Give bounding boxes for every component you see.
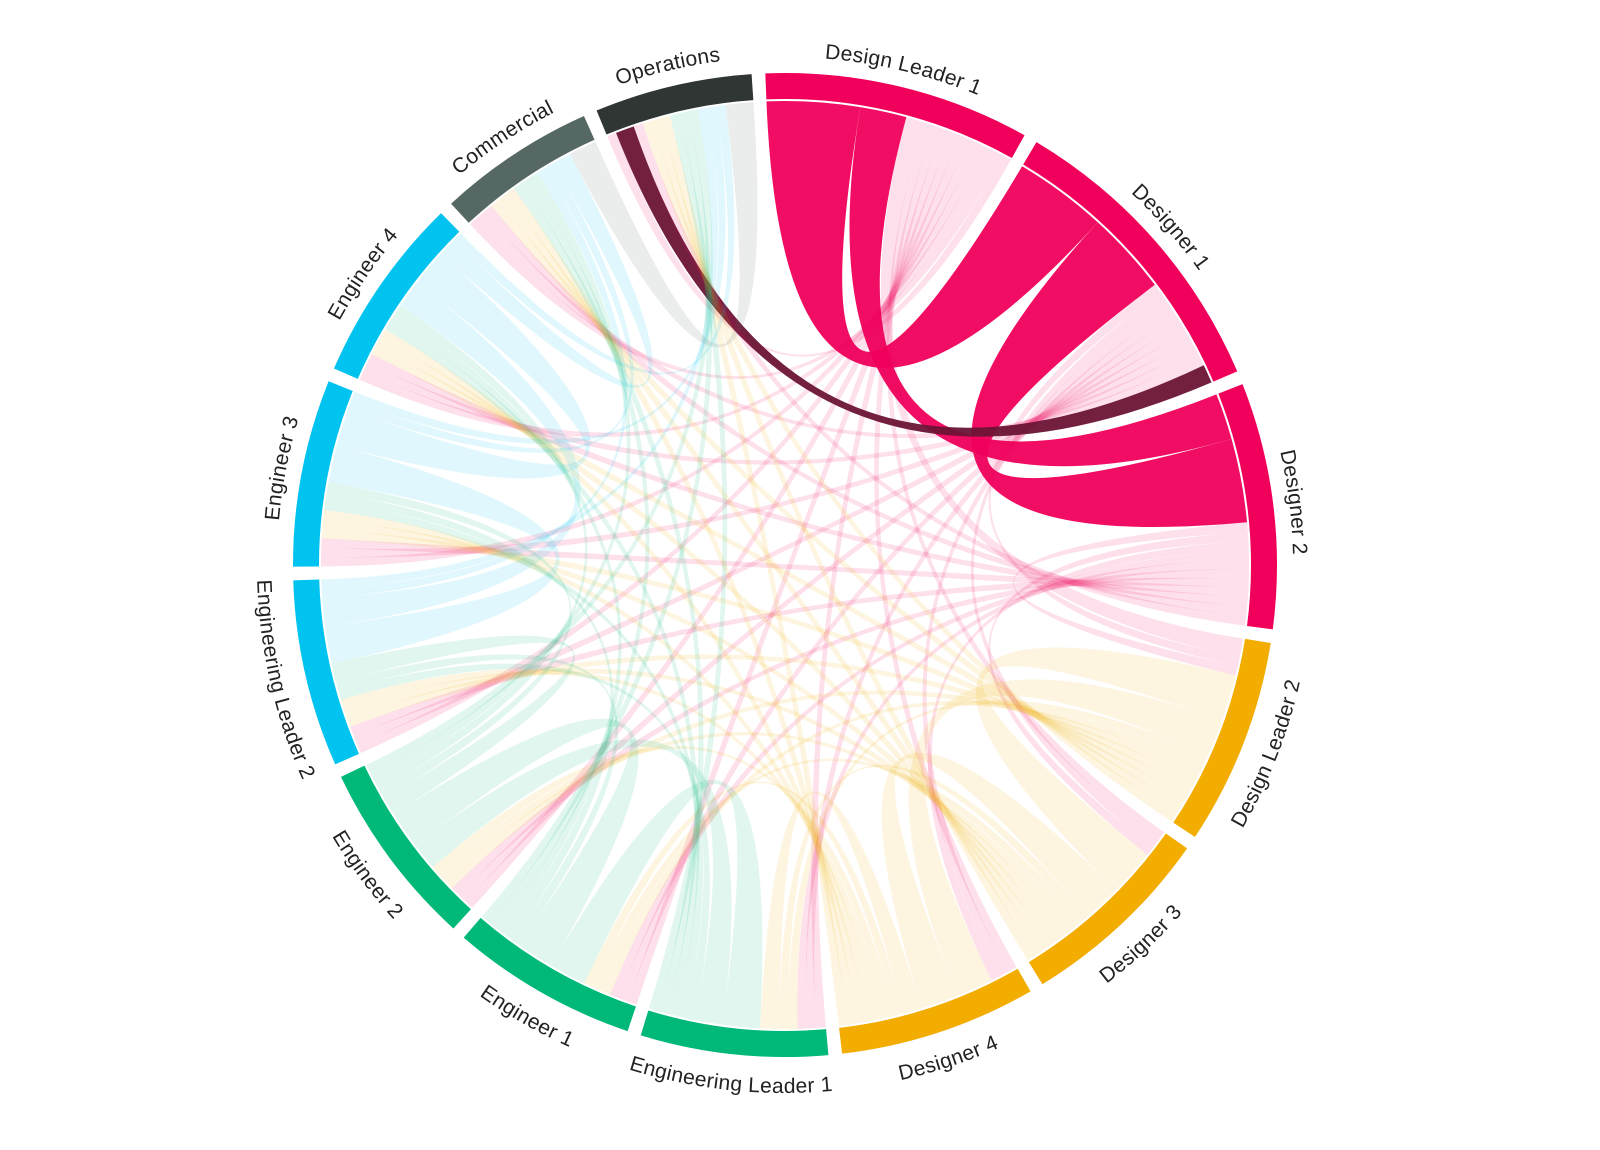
group-label-designer-2: Designer 2 — [1275, 448, 1311, 556]
ribbon-engineer-2-engineer-4[interactable] — [374, 305, 588, 790]
ribbon-designer-1-designer-2[interactable] — [971, 222, 1248, 528]
group-arc-engineer-4[interactable] — [333, 213, 460, 379]
ribbon-designer-4-engineering-leader-1[interactable] — [760, 791, 922, 1029]
ribbon-designer-2-design-leader-2[interactable] — [1013, 522, 1248, 676]
group-arc-designer-2[interactable] — [1218, 384, 1277, 630]
group-label-engineering-leader-1: Engineering Leader 1 — [627, 1052, 833, 1098]
ribbon-engineering-leader-1-engineer-2[interactable] — [415, 739, 732, 1025]
ribbon-engineer-1-engineer-2[interactable] — [393, 718, 639, 966]
group-arc-designer-3[interactable] — [1028, 833, 1188, 985]
ribbon-designer-1-engineering-leader-2[interactable] — [353, 331, 1191, 745]
group-arc-designer-1[interactable] — [1023, 142, 1238, 382]
ribbon-engineer-3-engineer-4[interactable] — [336, 253, 591, 479]
ribbon-engineer-4-commercial[interactable] — [441, 153, 653, 388]
ribbon-engineer-3-operations[interactable] — [351, 106, 726, 444]
ribbon-designer-3-engineering-leader-2[interactable] — [343, 668, 1067, 940]
ribbon-design-leader-1-designer-2[interactable] — [849, 107, 1232, 467]
group-arc-designer-4[interactable] — [839, 968, 1031, 1054]
ribbon-engineer-1-engineer-4[interactable] — [390, 313, 622, 935]
group-arc-engineer-1[interactable] — [463, 917, 636, 1032]
ribbon-design-leader-1-engineer-1[interactable] — [627, 131, 960, 1005]
group-arc-engineering-leader-1[interactable] — [640, 1010, 829, 1057]
ribbons-layer — [321, 101, 1250, 1029]
ribbon-design-leader-2-designer-3[interactable] — [975, 647, 1236, 891]
ribbon-designer-4-operations[interactable] — [660, 115, 849, 1026]
ribbon-design-leader-2-engineer-4[interactable] — [371, 345, 1187, 806]
ribbon-engineering-leader-1-commercial[interactable] — [513, 183, 704, 1014]
ribbon-design-leader-2-designer-4[interactable] — [908, 679, 1223, 996]
group-arc-engineer-2[interactable] — [340, 765, 471, 929]
group-arc-engineer-3[interactable] — [292, 381, 353, 567]
ribbon-engineering-leader-2-engineer-3[interactable] — [325, 445, 560, 664]
ribbon-engineer-1-engineering-leader-2[interactable] — [335, 654, 619, 946]
ribbon-engineer-1-operations[interactable] — [481, 111, 713, 923]
ribbon-designer-1-design-leader-2[interactable] — [988, 284, 1240, 667]
ribbon-engineering-leader-1-engineer-1[interactable] — [550, 779, 763, 1029]
group-arc-engineering-leader-2[interactable] — [293, 579, 359, 765]
ribbon-design-leader-1-designer-1[interactable] — [766, 101, 1098, 368]
ribbon-designer-2-engineer-3[interactable] — [321, 538, 1249, 598]
group-arc-design-leader-2[interactable] — [1173, 638, 1271, 838]
ribbon-designer-2-engineering-leader-2[interactable] — [350, 577, 1249, 736]
ribbon-designer-3-commercial[interactable] — [498, 194, 1044, 956]
ribbon-designer-3-engineer-2[interactable] — [439, 731, 1075, 934]
group-arc-operations[interactable] — [596, 74, 754, 135]
ribbon-designer-1-operations[interactable] — [616, 126, 1212, 437]
group-arc-commercial[interactable] — [451, 115, 595, 223]
ribbon-commercial-operations[interactable] — [569, 102, 758, 348]
ribbon-design-leader-1-operations[interactable] — [607, 132, 1011, 357]
group-arc-design-leader-1[interactable] — [765, 73, 1025, 158]
group-arcs-layer — [292, 73, 1277, 1057]
ribbon-designer-3-designer-4[interactable] — [881, 752, 1117, 1009]
ribbon-design-leader-1-design-leader-2[interactable] — [880, 117, 1244, 658]
ribbon-designer-2-engineer-1[interactable] — [610, 559, 1250, 999]
ribbon-engineer-2-commercial[interactable] — [370, 172, 631, 782]
